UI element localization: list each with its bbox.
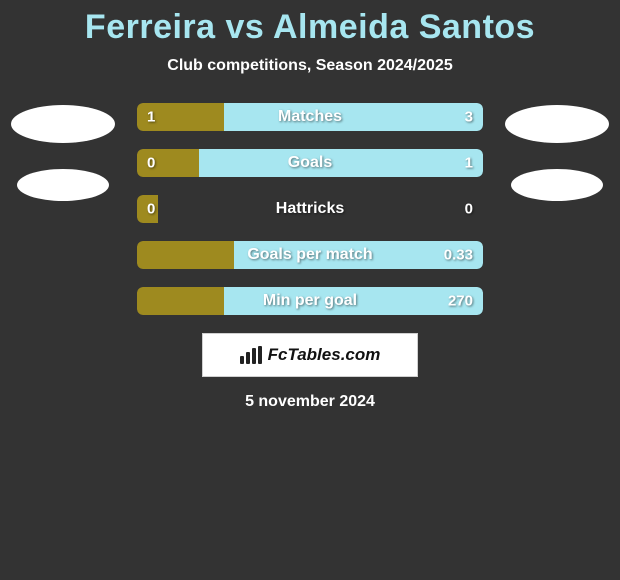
stat-label: Matches [278, 108, 342, 126]
compare-area: 1 Matches 3 0 Goals 1 0 Hattricks 0 Goals per mat… [0, 103, 620, 315]
stat-left-fill [137, 287, 224, 315]
brand-chart-icon [240, 346, 262, 364]
stat-right-value: 1 [465, 155, 473, 172]
stat-left-fill [137, 241, 234, 269]
stat-right-value: 0 [465, 201, 473, 218]
stat-row: 0 Goals 1 [137, 149, 483, 177]
left-avatar-column [7, 103, 119, 201]
stat-right-fill [224, 103, 484, 131]
subtitle: Club competitions, Season 2024/2025 [0, 57, 620, 75]
stat-bars: 1 Matches 3 0 Goals 1 0 Hattricks 0 Goals per mat… [137, 103, 483, 315]
right-avatar-1 [505, 105, 609, 143]
stat-row: 1 Matches 3 [137, 103, 483, 131]
stat-right-value: 3 [465, 109, 473, 126]
brand-box[interactable]: FcTables.com [202, 333, 418, 377]
footer-date: 5 november 2024 [0, 393, 620, 411]
stat-label: Min per goal [263, 292, 357, 310]
page-title: Ferreira vs Almeida Santos [0, 8, 620, 47]
stat-right-value: 270 [448, 293, 473, 310]
stat-row: Min per goal 270 [137, 287, 483, 315]
stat-right-fill [199, 149, 483, 177]
stat-left-value: 1 [147, 109, 155, 126]
stat-label: Hattricks [276, 200, 344, 218]
right-avatar-column [501, 103, 613, 201]
left-avatar-2 [17, 169, 109, 201]
stat-label: Goals per match [247, 246, 372, 264]
comparison-container: Ferreira vs Almeida Santos Club competit… [0, 0, 620, 411]
stat-row: Goals per match 0.33 [137, 241, 483, 269]
left-avatar-1 [11, 105, 115, 143]
right-avatar-2 [511, 169, 603, 201]
stat-label: Goals [288, 154, 332, 172]
stat-right-value: 0.33 [444, 247, 473, 264]
brand-text: FcTables.com [268, 345, 381, 365]
stat-left-value: 0 [147, 155, 155, 172]
stat-left-value: 0 [147, 201, 155, 218]
stat-row: 0 Hattricks 0 [137, 195, 483, 223]
